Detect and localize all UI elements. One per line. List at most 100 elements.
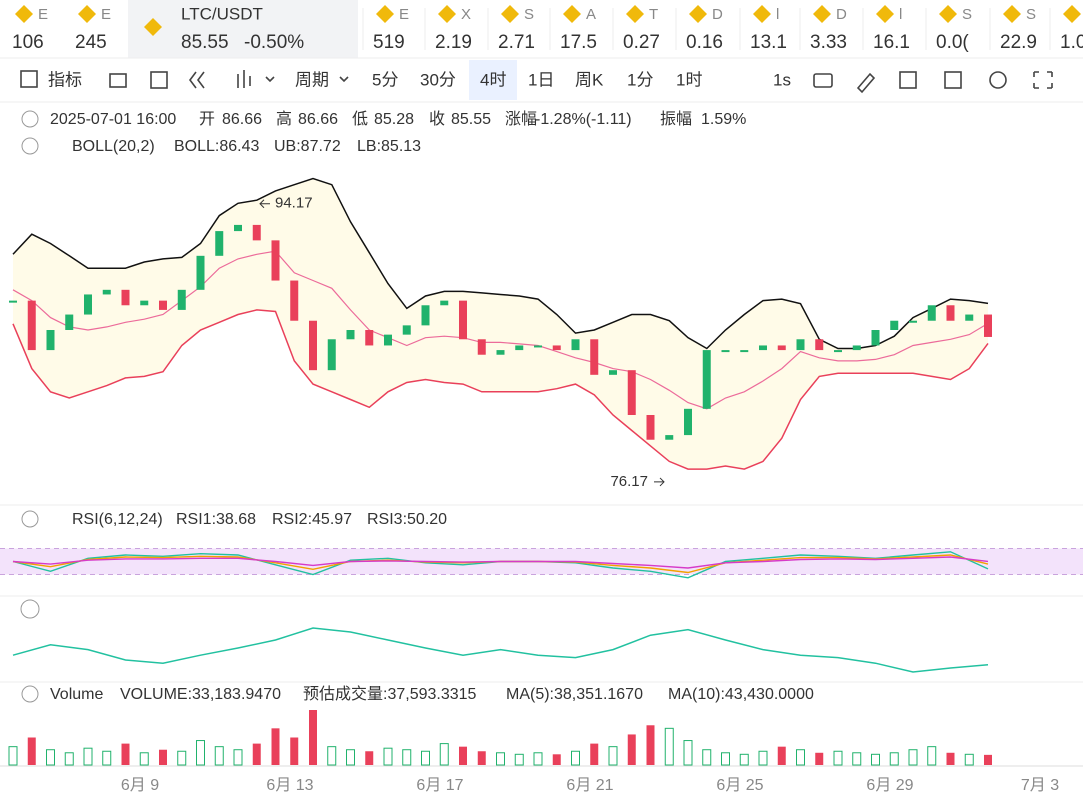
candle — [571, 339, 580, 351]
ticker-price[interactable]: 1.0 — [1060, 32, 1083, 53]
volume-bar — [683, 740, 693, 766]
toolbar-icons — [20, 70, 1053, 94]
icon[interactable] — [899, 71, 917, 89]
coin-icon — [438, 5, 456, 23]
ticker-price[interactable]: 3.33 — [810, 32, 847, 53]
volume-bar — [590, 743, 599, 765]
toolbar-item[interactable]: 指标 — [48, 70, 82, 89]
icon[interactable] — [189, 71, 205, 89]
ticker-price[interactable]: 17.5 — [560, 32, 597, 53]
volume-bar — [309, 710, 317, 765]
boll-legend: BOLL:86.43 — [174, 138, 260, 155]
boll-lower — [12, 309, 989, 470]
rsi-legend: RSI(6,12,24) — [72, 511, 163, 528]
expand-icon[interactable] — [20, 599, 40, 619]
candle — [909, 320, 917, 323]
boll-upper — [12, 177, 989, 350]
ohlc-info: 85.55 — [451, 111, 491, 128]
coin-icon — [144, 18, 162, 36]
ticker-price[interactable]: 0.0( — [936, 32, 969, 53]
ohlc-info: 高 — [276, 110, 292, 128]
volume-bar — [346, 749, 355, 766]
candle — [477, 339, 486, 355]
volume-bar — [702, 749, 712, 766]
candle — [590, 339, 599, 375]
ticker-price[interactable]: 106 — [12, 32, 44, 53]
candle — [215, 231, 224, 256]
volume-bar — [290, 737, 299, 765]
volume-bar — [608, 746, 618, 766]
toolbar-item[interactable]: 1时 — [676, 70, 702, 89]
candle — [46, 330, 55, 351]
candle — [65, 314, 74, 330]
icon[interactable] — [237, 70, 275, 88]
icon[interactable] — [339, 76, 349, 83]
active-change: -0.50% — [244, 32, 304, 53]
icon[interactable] — [856, 72, 876, 94]
ticker-price[interactable]: 0.27 — [623, 32, 660, 53]
max-arrow — [259, 199, 270, 209]
toolbar-item[interactable]: 周K — [575, 70, 604, 89]
candle — [27, 300, 36, 351]
ticker-symbol: D — [712, 6, 723, 23]
collapse-icon[interactable] — [21, 510, 39, 528]
candle — [927, 305, 936, 321]
candle — [665, 435, 674, 440]
active-price: 85.55 — [181, 32, 229, 53]
coin-icon — [563, 5, 581, 23]
volume-bar — [159, 749, 167, 765]
ticker-price[interactable]: 22.9 — [1000, 32, 1037, 53]
toolbar-item[interactable]: 1日 — [528, 70, 554, 89]
volume-bar — [984, 754, 992, 765]
volume-bar — [964, 753, 974, 766]
candle — [740, 350, 749, 353]
toolbar-item[interactable]: 周期 — [295, 70, 329, 89]
ticker-price[interactable]: 2.19 — [435, 32, 472, 53]
volume-bar — [646, 725, 655, 765]
ticker-symbol: D — [836, 6, 847, 23]
candle — [965, 314, 974, 321]
icon[interactable] — [944, 71, 962, 89]
x-tick-label: 6月 9 — [121, 777, 159, 794]
toolbar-item[interactable]: 30分 — [420, 70, 456, 89]
toolbar-item[interactable]: 1分 — [627, 70, 653, 89]
collapse-icon[interactable] — [21, 685, 39, 703]
icon[interactable] — [109, 73, 127, 88]
candle — [196, 255, 205, 290]
boll-legend: BOLL(20,2) — [72, 138, 155, 155]
ticker-price[interactable]: 2.71 — [498, 32, 535, 53]
toolbar-item[interactable]: 1s — [773, 70, 791, 89]
icon[interactable] — [20, 70, 38, 88]
ticker-price[interactable]: 245 — [75, 32, 107, 53]
ohlc-info: 低 — [352, 110, 368, 128]
volume-bar — [8, 746, 18, 766]
boll-legend: UB:87.72 — [274, 138, 341, 155]
volume-bar — [214, 746, 224, 766]
icon[interactable] — [989, 71, 1007, 89]
ticker-price[interactable]: 0.16 — [686, 32, 723, 53]
volume-bar — [365, 751, 374, 765]
candle — [252, 224, 261, 241]
volume-bar — [271, 728, 280, 765]
coin-icon — [501, 5, 519, 23]
ticker-price[interactable]: 13.1 — [750, 32, 787, 53]
candle — [777, 345, 786, 351]
toolbar-item[interactable]: 4时 — [480, 70, 506, 89]
min-label: 76.17 — [610, 473, 648, 490]
volume-bar — [758, 750, 768, 766]
volume-legend: MA(10):43,430.0000 — [668, 686, 814, 703]
candle — [309, 320, 317, 371]
volume-bar — [533, 752, 543, 766]
icon[interactable] — [150, 71, 168, 89]
collapse-icon[interactable] — [21, 110, 39, 128]
collapse-icon[interactable] — [21, 137, 39, 155]
icon[interactable] — [813, 73, 833, 88]
x-tick-label: 6月 17 — [416, 777, 463, 794]
volume-bar — [233, 749, 243, 766]
ohlc-info: 1.59% — [701, 111, 746, 128]
toolbar-item[interactable]: 5分 — [372, 70, 398, 89]
ticker-symbol: E — [38, 6, 48, 23]
ticker-price[interactable]: 519 — [373, 32, 405, 53]
ticker-price[interactable]: 16.1 — [873, 32, 910, 53]
icon[interactable] — [1033, 71, 1053, 89]
